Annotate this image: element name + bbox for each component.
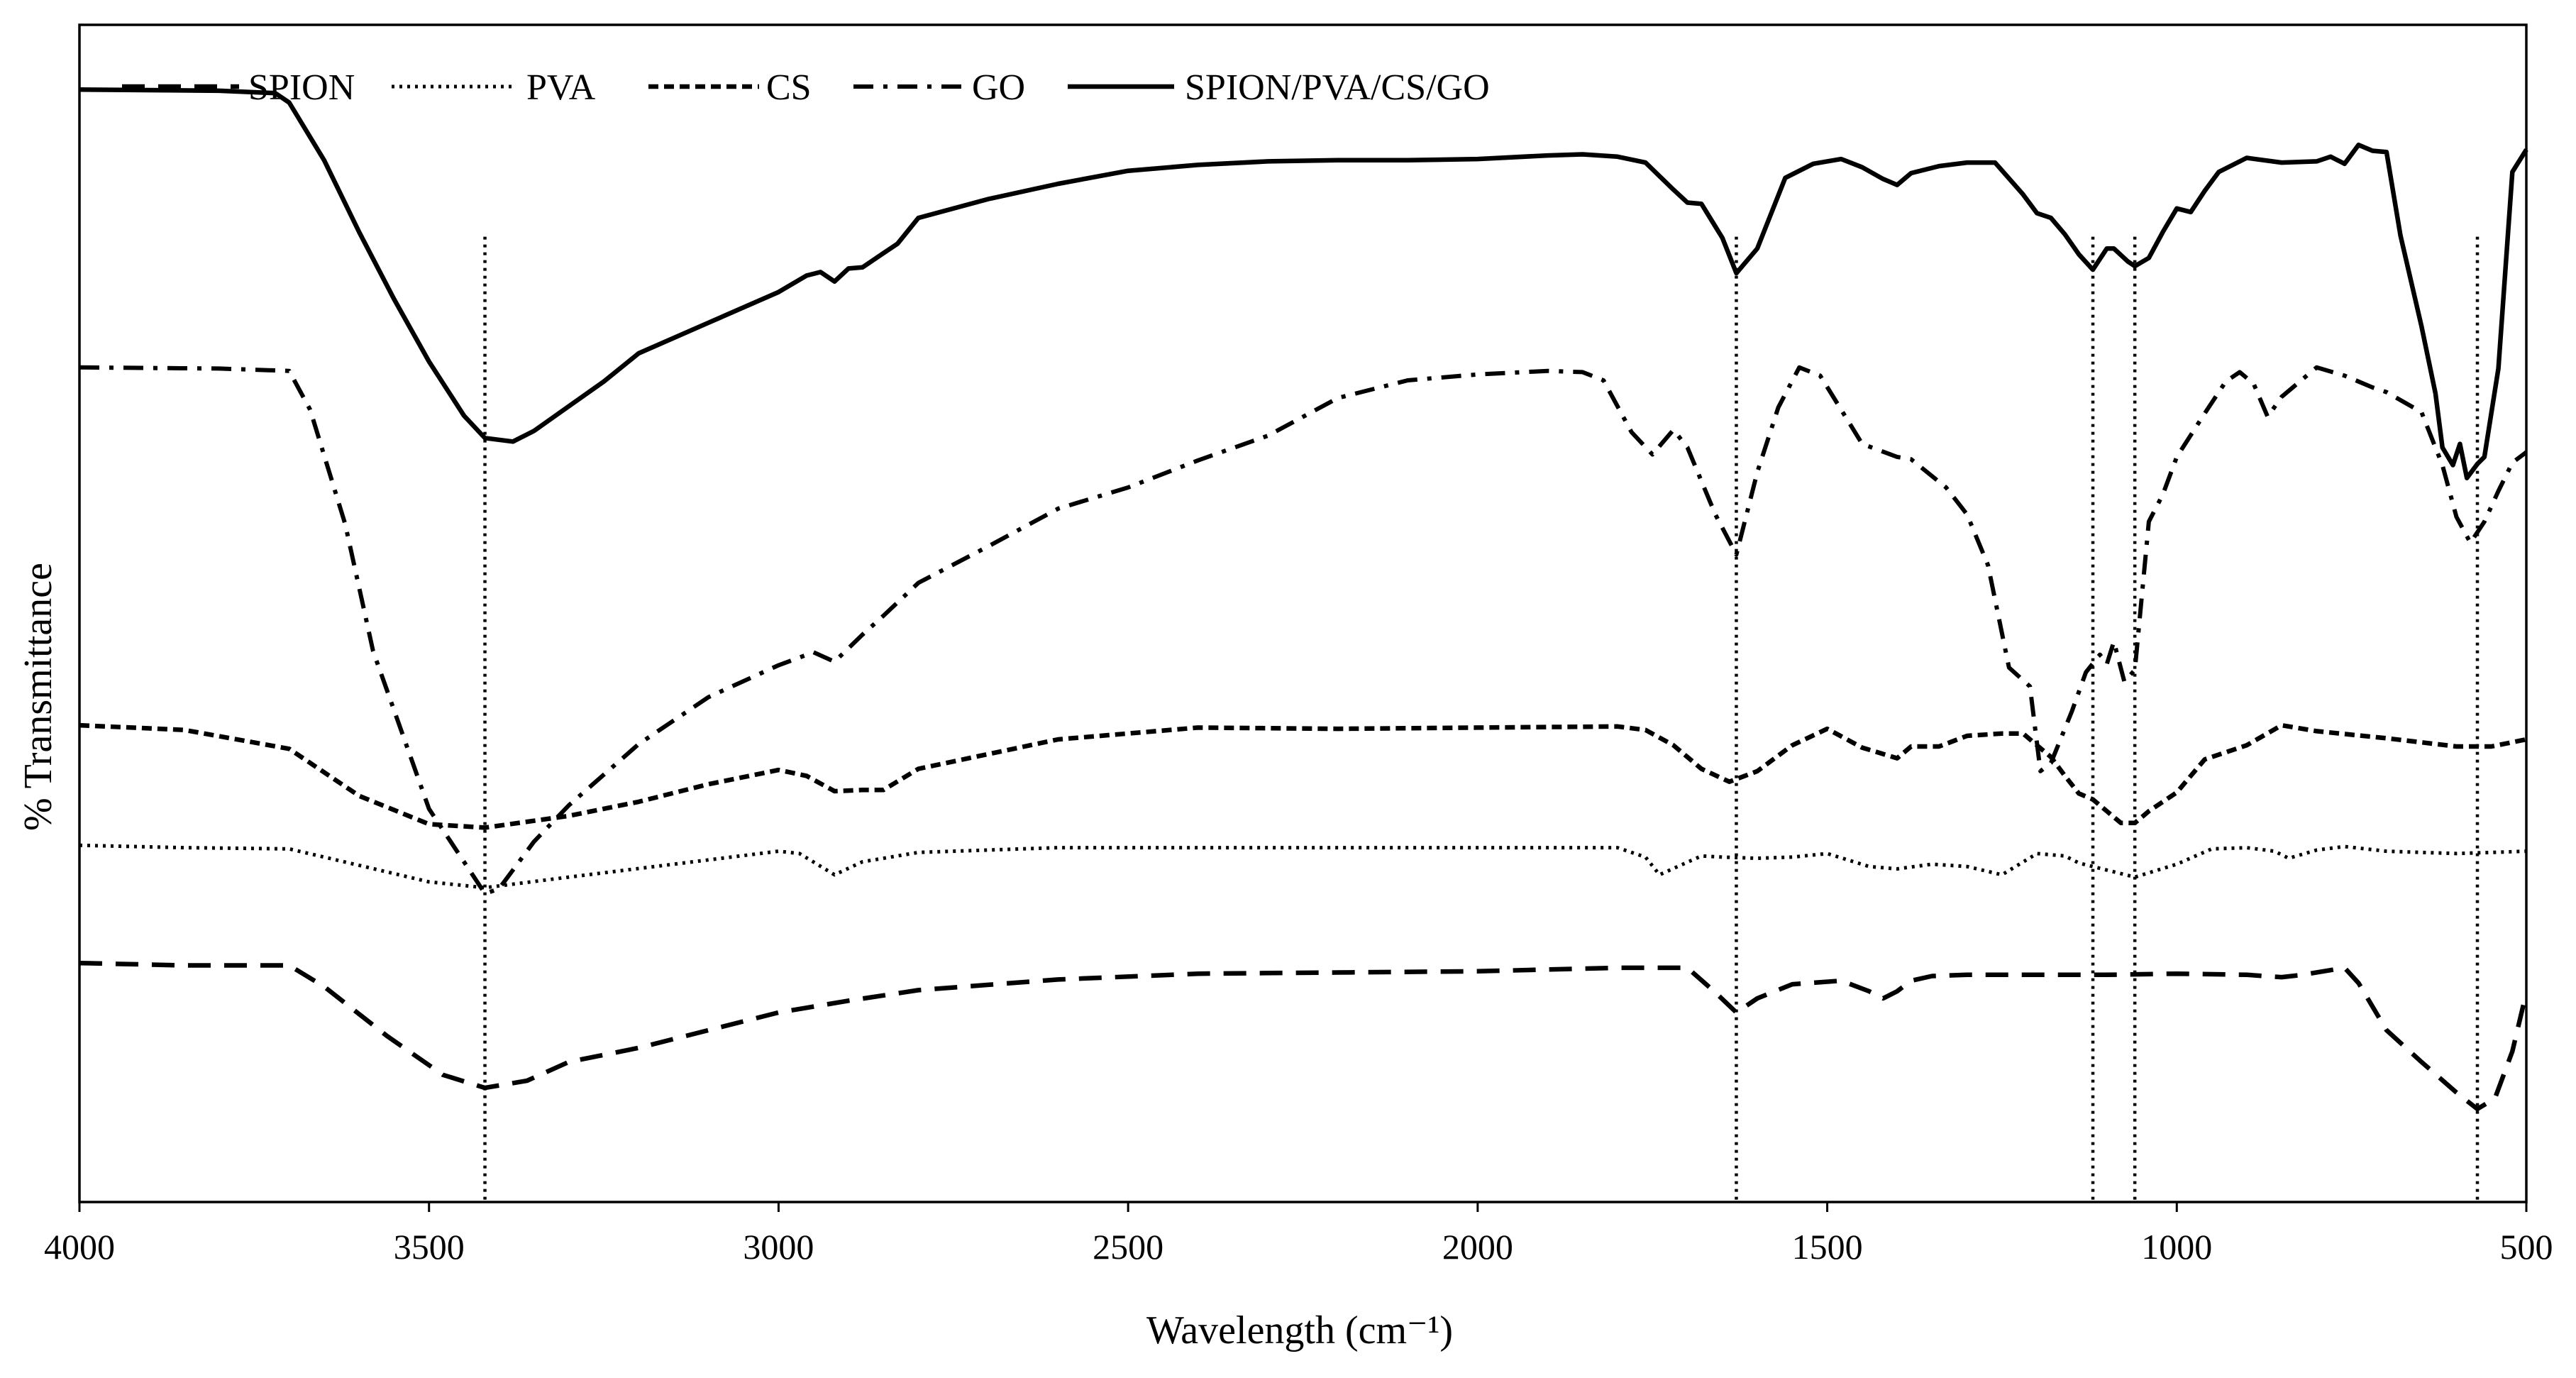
legend-label-go: GO [972,67,1025,108]
series-pva-line [79,843,2527,890]
x-axis-title: Wavelength (cm⁻¹) [1146,1308,1453,1352]
x-tick-label: 2000 [1442,1227,1513,1267]
legend: SPION PVA CS GO SPION/PVA/CS/GO [122,67,1490,108]
x-tick-label: 1000 [2141,1227,2212,1267]
x-tick-label: 3000 [743,1227,814,1267]
plot-frame [78,23,2528,1203]
x-tick-label: 2500 [1093,1227,1163,1267]
x-tick-label: 4000 [44,1227,115,1267]
series-spion-line [79,960,2529,1112]
legend-label-pva: PVA [526,67,596,108]
x-tick-label: 3500 [394,1227,465,1267]
series-go-line [79,365,2528,896]
legend-label-spion: SPION [248,67,355,108]
y-axis-title: % Transmittance [16,563,60,831]
x-tick-label: 1500 [1792,1227,1863,1267]
legend-label-composite: SPION/PVA/CS/GO [1185,67,1490,108]
x-tick-label: 500 [2500,1227,2553,1267]
legend-label-cs: CS [766,67,812,108]
series-composite-line [79,87,2528,480]
series-cs-line [79,722,2527,830]
